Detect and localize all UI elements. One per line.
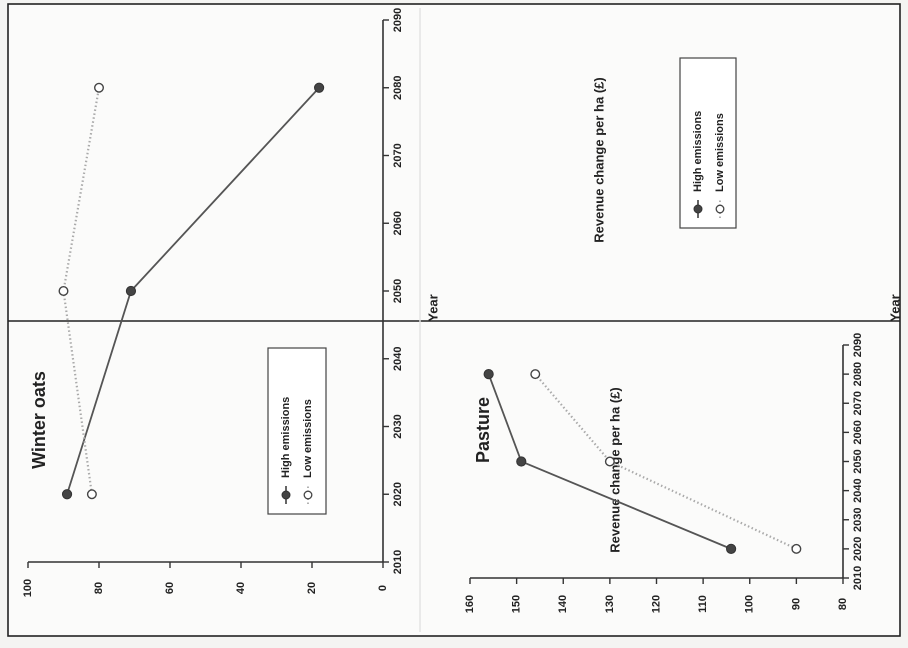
series-line-2 [534,373,797,550]
x-tick-label: 2050 [392,279,404,303]
x-tick-label: 2080 [392,76,404,100]
y-tick-label: 80 [837,598,849,610]
y-tick-label: 80 [93,582,105,594]
x-tick-label: 2050 [852,449,864,473]
y-tick-label: 120 [650,595,662,613]
x-tick-label: 2060 [852,420,864,444]
legend-label: Low emissions [714,113,726,192]
legend-box [267,347,327,515]
legend-box [679,57,737,229]
data-point-low [530,369,541,380]
x-tick-label: 2010 [392,550,404,574]
x-axis-title: Year [887,294,902,321]
data-point-low [93,82,104,93]
x-tick-label: 2010 [852,566,864,590]
legend-marker-filled [693,204,703,214]
y-tick-label: 130 [604,595,616,613]
data-point-high [516,456,527,467]
figure-frame [7,3,901,637]
data-point-high [61,489,73,500]
x-tick-label: 2060 [392,211,404,235]
legend-label: High emissions [692,111,704,192]
y-tick-label: 150 [511,595,523,613]
data-point-high [125,285,137,297]
chart-panel-2: 2010 2020 2030 2040 2050 2060 2070 2080 2090 80 90… [464,57,902,613]
y-tick-label: 100 [22,579,34,597]
y-tick-label: 100 [744,595,756,613]
y-tick-label: 160 [464,595,476,613]
x-tick-label: 2040 [852,478,864,502]
data-point-high [314,82,325,93]
y-tick-label: 40 [235,582,247,594]
data-point-high [483,369,494,380]
panel-title: Pasture [473,397,493,463]
x-tick-label: 2070 [852,391,864,415]
y-tick-label: 20 [306,582,318,594]
x-axis-title: Year [425,294,440,321]
x-tick-label: 2080 [852,362,864,386]
x-tick-label: 2020 [392,482,404,506]
data-point-low [86,489,97,500]
legend-marker-open [303,490,313,500]
y-tick-label: 0 [377,585,389,591]
panel-title: Winter oats [29,371,49,469]
x-tick-label: 2030 [392,414,404,438]
data-point-low [604,456,615,467]
y-axis-title: Revenue change per ha (£) [591,77,606,242]
legend-label: Low emissions [302,399,314,478]
y-tick-label: 60 [164,582,176,594]
x-tick-label: 2070 [392,143,404,167]
y-tick-label: 110 [697,595,709,613]
data-point-low [58,286,69,297]
legend-marker-filled [281,490,291,500]
data-point-high [726,543,737,554]
y-axis-title: Revenue change per ha (£) [607,387,622,552]
y-tick-label: 140 [557,595,569,613]
x-tick-label: 2090 [392,8,404,32]
x-tick-label: 2030 [852,508,864,532]
legend: High emissions Low emissions [267,347,327,515]
x-tick-label: 2090 [852,333,864,357]
legend-label: High emissions [280,397,292,478]
x-tick-label: 2040 [392,347,404,371]
x-tick-label: 2020 [852,537,864,561]
data-point-low [791,543,802,554]
legend-marker-open [715,204,725,214]
y-tick-label: 90 [790,598,802,610]
legend: High emissions Low emissions [679,57,737,229]
chart-panel-1: 2010202020302040205020602070208020900204… [22,8,607,597]
